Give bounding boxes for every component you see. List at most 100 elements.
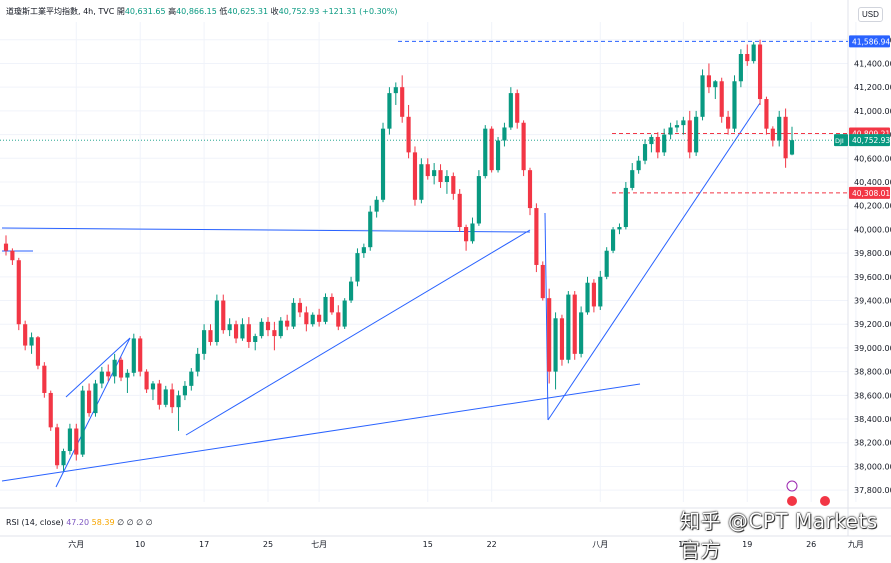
candle-body: [233, 324, 239, 339]
symbol-legend: 道瓊斯工業平均指數, 4h, TVC 開40,631.65 高40,866.15…: [6, 6, 398, 17]
candle-body: [470, 223, 475, 242]
candle-body: [444, 176, 450, 182]
watermark: 知乎 @CPT Markets 官方: [680, 509, 878, 562]
candle-body: [630, 170, 635, 188]
candle-body: [412, 152, 418, 200]
candle-body: [310, 314, 315, 325]
candle-body: [253, 336, 258, 342]
candle-body: [304, 312, 309, 325]
price-chart[interactable]: 37,800.00 38,000.00 38,200.00 38,400.00 38,6…: [0, 0, 891, 551]
candle-body: [259, 321, 264, 337]
y-tick-label: 41,400.00: [854, 59, 891, 68]
rsi-value: 47.20: [66, 518, 90, 527]
y-tick-label: 39,400.00: [854, 297, 891, 306]
candle-body: [93, 383, 98, 414]
candle-body: [240, 324, 245, 339]
economic-event-icon: [787, 496, 797, 506]
candle-body: [150, 383, 156, 390]
trend-line: [547, 102, 761, 421]
candle-body: [527, 170, 533, 209]
candle-body: [508, 93, 513, 128]
current-price-label: 40,752.93: [852, 136, 890, 145]
candle-body: [202, 330, 207, 354]
candle-body: [3, 243, 9, 251]
candle-body: [764, 99, 769, 129]
price-level-tag: [849, 186, 890, 199]
candle-body: [16, 260, 21, 325]
candle-body: [291, 302, 296, 327]
open-value: 40,631.65: [124, 7, 166, 16]
x-tick-label: 22: [487, 540, 497, 549]
candle-body: [547, 298, 552, 372]
candle-body: [393, 87, 398, 94]
symbol-tag: [834, 134, 848, 147]
candle-body: [745, 54, 750, 62]
currency-button[interactable]: USD: [858, 7, 883, 22]
candle-body: [572, 294, 577, 354]
candle-body: [681, 120, 686, 126]
candle-body: [29, 337, 34, 346]
trend-line: [185, 229, 531, 436]
x-tick-label: 九月: [848, 540, 864, 549]
y-tick-label: 40,200.00: [854, 202, 891, 211]
candle-body: [598, 276, 603, 307]
y-tick-label: 38,200.00: [854, 439, 891, 448]
candle-body: [208, 330, 213, 342]
candle-body: [617, 227, 622, 230]
candle-body: [361, 247, 366, 254]
x-tick-label: 19: [742, 540, 752, 549]
candle-body: [502, 127, 507, 141]
y-tick-label: 39,600.00: [854, 273, 891, 282]
x-tick-label: 10: [135, 540, 145, 549]
rsi-settings-icons[interactable]: ∅ ∅ ∅ ∅: [117, 518, 153, 527]
candle-body: [99, 371, 104, 384]
candle-body: [757, 44, 763, 100]
candle-body: [400, 87, 405, 117]
y-tick-label: 41,000.00: [854, 107, 891, 116]
candle-body: [751, 44, 756, 62]
x-tick-label: 12: [678, 540, 688, 549]
candle-body: [713, 81, 718, 88]
candle-body: [23, 324, 28, 346]
candle-body: [668, 127, 673, 135]
candle-body: [246, 324, 251, 342]
candle-body: [636, 160, 641, 171]
candle-body: [317, 314, 322, 322]
candle-body: [285, 320, 290, 327]
candle-body: [534, 208, 539, 265]
x-tick-label: 六月: [68, 539, 84, 549]
candle-body: [106, 371, 111, 377]
candle-body: [489, 128, 494, 171]
y-tick-label: 38,800.00: [854, 368, 891, 377]
candle-body: [694, 116, 699, 153]
candle-body: [67, 428, 72, 452]
low-label: 低: [219, 7, 228, 16]
price-level-label: 41,586.94: [852, 37, 890, 46]
candle-body: [777, 116, 782, 141]
candle-body: [10, 250, 15, 261]
candle-body: [700, 75, 705, 117]
candle-body: [189, 371, 194, 386]
candle-body: [451, 176, 456, 194]
price-level-label: 40,308.01: [852, 189, 890, 198]
low-value: 40,625.31: [227, 7, 269, 16]
price-level-tag: [849, 35, 890, 48]
candle-body: [732, 81, 737, 129]
candle-body: [48, 392, 53, 428]
close-value: 40,752.93: [278, 7, 320, 16]
candle-body: [80, 390, 85, 455]
y-tick-label: 38,000.00: [854, 462, 891, 471]
candle-body: [170, 389, 175, 408]
candle-body: [35, 337, 41, 366]
candle-body: [476, 176, 481, 224]
candle-body: [457, 193, 462, 228]
symbol-tag-label: DJI: [835, 137, 844, 145]
y-tick-label: 41,200.00: [854, 83, 891, 92]
candle-body: [559, 318, 565, 360]
candle-body: [55, 427, 60, 466]
event-marker-icon: [786, 480, 798, 492]
candle-body: [163, 389, 168, 405]
rsi-ma-value: 58.39: [91, 518, 115, 527]
candle-body: [783, 116, 788, 159]
candle-body: [144, 371, 149, 390]
